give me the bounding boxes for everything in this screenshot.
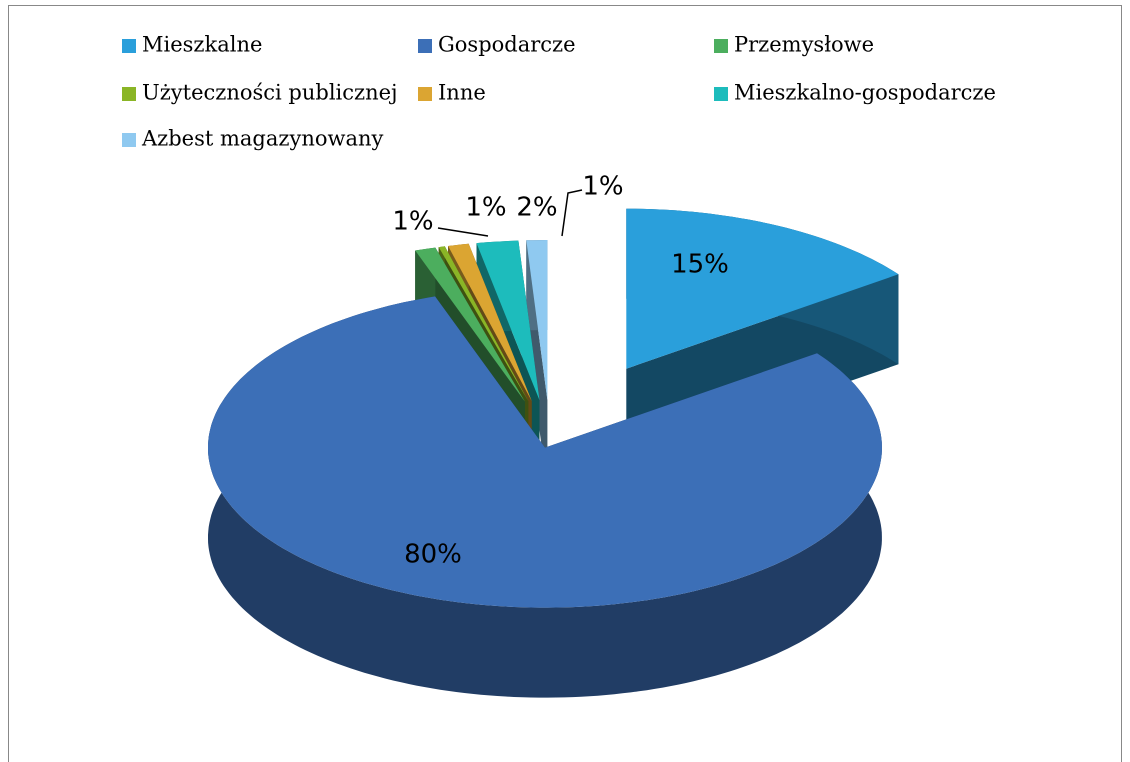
legend-label: Inne (438, 81, 486, 105)
legend-label: Mieszkalno-gospodarcze (734, 81, 996, 105)
legend-swatch (418, 87, 432, 101)
slice (415, 247, 525, 402)
leader-line (437, 227, 489, 237)
legend-label: Przemysłowe (734, 33, 874, 57)
legend-swatch (122, 133, 136, 147)
slice (438, 246, 529, 402)
legend-label: Użyteczności publicznej (142, 81, 398, 105)
slice (526, 240, 548, 400)
leader-line (561, 189, 583, 237)
legend-swatch (122, 39, 136, 53)
data-label: 2% (516, 193, 557, 223)
slice (626, 208, 899, 369)
data-label: 1% (392, 207, 433, 237)
legend-label: Azbest magazynowany (141, 127, 384, 151)
slice (476, 240, 540, 401)
data-label: 1% (465, 193, 506, 223)
legend-swatch (122, 87, 136, 101)
legend-swatch (418, 39, 432, 53)
legend-label: Gospodarcze (438, 33, 576, 57)
slice (208, 296, 882, 608)
data-label: 1% (582, 172, 623, 202)
data-label: 80% (404, 540, 462, 570)
legend-swatch (714, 39, 728, 53)
legend-label: Mieszkalne (142, 33, 262, 57)
legend-swatch (714, 87, 728, 101)
slice (448, 243, 532, 401)
data-label: 15% (671, 250, 729, 280)
